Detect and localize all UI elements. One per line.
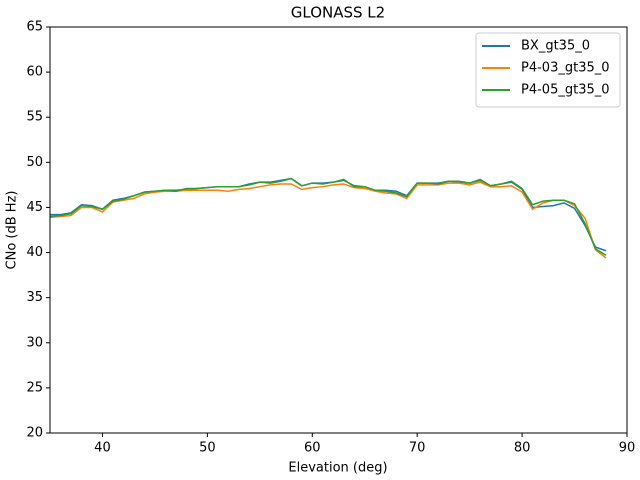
x-tick-label: 70: [409, 441, 426, 456]
y-tick-label: 35: [26, 290, 43, 305]
series-line: [49, 177, 607, 256]
y-tick-label: 65: [26, 20, 43, 35]
legend-label: P4-03_gt35_0: [521, 61, 610, 76]
y-axis-label: CNo (dB Hz): [5, 191, 20, 270]
x-tick-label: 80: [514, 441, 531, 456]
y-tick-label: 40: [26, 245, 43, 260]
chart-title: GLONASS L2: [291, 4, 385, 22]
y-tick-label: 25: [26, 380, 43, 395]
y-tick-label: 20: [26, 426, 43, 441]
plot-frame: [49, 26, 628, 434]
x-tick-label: 50: [199, 441, 216, 456]
legend-label: P4-05_gt35_0: [521, 83, 610, 98]
legend-box: [475, 32, 621, 108]
y-tick-label: 30: [26, 335, 43, 350]
legend: BX_gt35_0 P4-03_gt35_0 P4-05_gt35_0: [475, 32, 621, 108]
y-tick-label: 55: [26, 110, 43, 125]
y-tick-label: 60: [26, 65, 43, 80]
y-tick-label: 45: [26, 200, 43, 215]
legend-label: BX_gt35_0: [521, 39, 590, 54]
x-tick-label: 40: [94, 441, 111, 456]
x-tick-label: 60: [304, 441, 321, 456]
y-tick-label: 50: [26, 155, 43, 170]
series-line: [49, 181, 607, 259]
x-axis-label: Elevation (deg): [288, 461, 387, 476]
x-tick-label: 90: [619, 441, 636, 456]
